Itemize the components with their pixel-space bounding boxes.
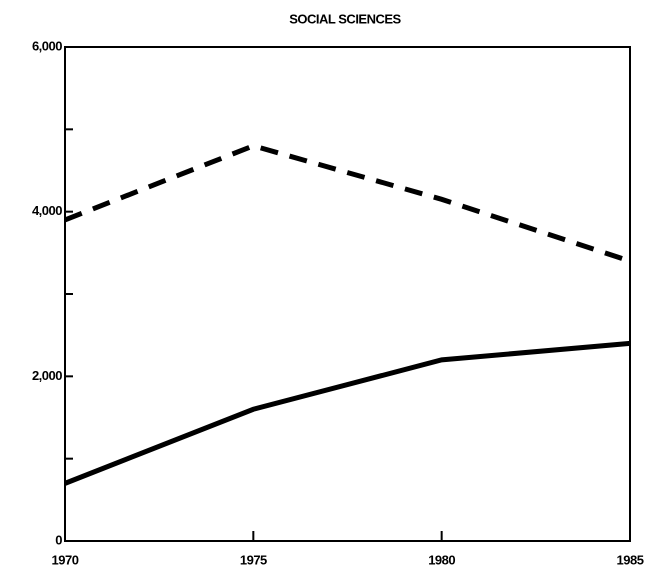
x-tick-label: 1985 xyxy=(617,552,644,567)
y-tick-label: 6,000 xyxy=(32,38,62,53)
y-tick-label: 2,000 xyxy=(32,368,62,383)
x-tick-label: 1970 xyxy=(52,552,79,567)
plot-frame xyxy=(64,46,631,542)
x-tick-label: 1980 xyxy=(428,552,455,567)
series-line xyxy=(64,340,631,486)
x-tick-label: 1975 xyxy=(240,552,267,567)
chart-title: SOCIAL SCIENCES xyxy=(289,11,401,26)
y-tick-label: 0 xyxy=(55,532,62,547)
y-tick-label: 4,000 xyxy=(32,203,62,218)
series-line xyxy=(64,143,631,264)
